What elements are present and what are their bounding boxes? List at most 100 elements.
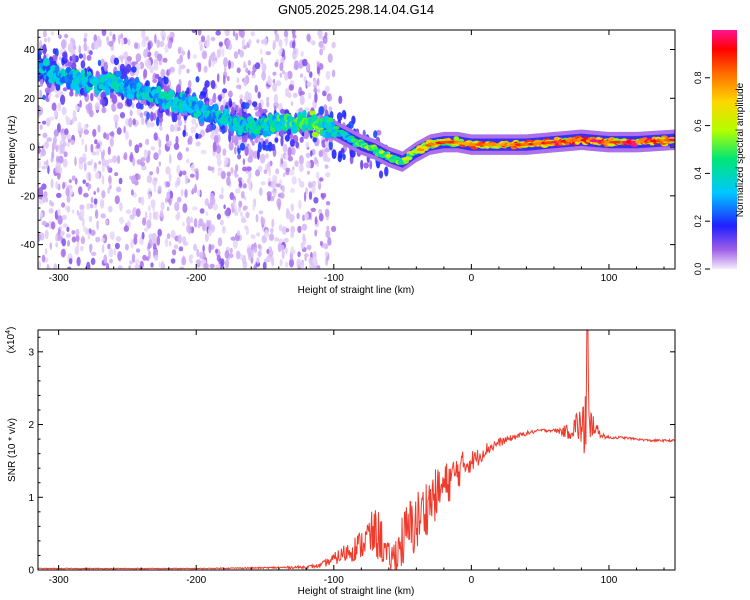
noise-blob [116,186,122,193]
noise-blob [141,30,146,39]
noise-blob [177,119,182,127]
noise-blob [42,132,48,139]
noise-blob [70,37,74,44]
noise-blob [168,68,171,76]
scatter-blob [69,55,73,62]
noise-blob [230,167,234,174]
noise-blob [82,217,85,227]
noise-blob [153,63,159,71]
noise-blob [218,257,222,265]
noise-blob [292,47,297,55]
noise-blob [284,36,289,43]
y-tick-label: 3 [28,347,34,358]
noise-blob [233,51,239,59]
noise-blob [193,243,198,251]
noise-blob [145,59,152,69]
noise-blob [260,181,266,186]
noise-blob [204,198,209,207]
ridge-blob [253,129,261,135]
scatter-blob [288,84,294,91]
noise-blob [169,31,174,38]
noise-blob [130,239,134,249]
noise-blob [260,217,266,225]
noise-blob [187,80,192,89]
noise-blob [157,185,162,193]
noise-blob [285,247,288,255]
noise-blob [141,196,145,206]
noise-blob [139,112,144,118]
scatter-blob [271,143,276,152]
ridge-blob [81,69,86,76]
noise-blob [188,225,191,235]
noise-blob [88,215,93,223]
noise-blob [39,232,45,241]
scatter-blob [156,116,160,127]
noise-blob [96,149,100,156]
snr-frame [37,329,676,571]
noise-blob [240,191,245,199]
noise-blob [266,101,270,108]
noise-blob [135,248,141,253]
scatter-blob [42,43,47,55]
noise-blob [166,206,170,211]
noise-blob [78,186,83,195]
noise-blob [176,196,182,203]
noise-blob [121,38,124,46]
noise-blob [61,202,66,208]
noise-blob [299,95,305,106]
noise-blob [41,254,46,263]
noise-blob [234,169,238,176]
noise-blob [38,160,41,169]
x-tick-label: 0 [469,575,475,586]
noise-blob [256,39,260,44]
y-tick-label: -20 [21,191,36,202]
noise-blob [324,208,330,218]
snr-x-label: Height of straight line (km) [298,586,415,597]
noise-blob [64,128,69,136]
noise-blob [50,221,56,230]
scatter-blob [331,149,337,160]
noise-blob [301,223,308,231]
noise-blob [313,197,319,204]
noise-blob [125,130,129,141]
noise-blob [53,109,58,118]
noise-blob [261,63,267,73]
noise-blob [298,164,304,173]
snr-y-label: SNR (10 * v/v) [7,418,18,482]
noise-blob [153,132,158,141]
noise-blob [158,148,162,156]
noise-blob [42,120,47,125]
noise-blob [221,48,225,57]
snr-series-line [38,330,675,570]
noise-blob [232,238,238,249]
noise-blob [107,187,110,195]
noise-blob [324,251,328,257]
noise-blob [57,102,62,112]
noise-blob [147,42,151,51]
noise-blob [93,162,97,169]
scatter-blob [175,84,182,95]
noise-blob [227,76,230,82]
noise-blob [288,170,295,176]
noise-blob [221,225,226,234]
noise-blob [282,70,285,75]
noise-blob [327,236,332,246]
noise-blob [50,178,54,189]
noise-blob [251,70,255,76]
noise-blob [83,226,87,233]
scatter-blob [378,170,384,179]
noise-blob [215,30,221,36]
ridge-peak [668,138,675,142]
ridge-blob [404,156,413,161]
noise-blob [208,243,212,254]
noise-blob [235,32,239,41]
scatter-blob [284,134,290,142]
noise-blob [256,257,260,264]
noise-blob [128,117,133,128]
spectrogram-marks [38,30,675,269]
noise-blob [309,71,313,78]
noise-blob [201,222,207,232]
noise-blob [273,93,278,104]
noise-blob [250,234,256,240]
noise-blob [108,40,114,47]
